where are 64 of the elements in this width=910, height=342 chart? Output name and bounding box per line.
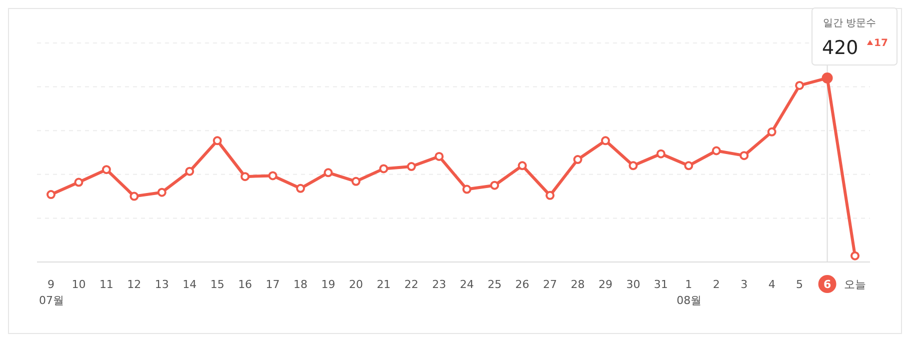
point bbox=[46, 190, 56, 200]
x-tick-label: 3 bbox=[740, 278, 748, 291]
x-tick-label: 23 bbox=[432, 278, 446, 291]
x-tick-label: 28 bbox=[570, 278, 585, 291]
point bbox=[462, 184, 472, 194]
point bbox=[600, 136, 610, 146]
point bbox=[74, 178, 84, 187]
point bbox=[490, 180, 500, 190]
x-tick-label: 30 bbox=[626, 278, 640, 291]
x-tick-label: 31 bbox=[654, 278, 668, 291]
point bbox=[850, 251, 860, 260]
x-tick-label: 24 bbox=[460, 278, 474, 291]
x-tick-label: 21 bbox=[376, 278, 391, 291]
point bbox=[102, 165, 111, 174]
x-tick-label: 5 bbox=[796, 278, 804, 291]
x-tick-label: 17 bbox=[266, 278, 280, 291]
point bbox=[573, 155, 582, 164]
x-tick-label: 14 bbox=[182, 278, 197, 291]
x-tick-label: 16 bbox=[238, 278, 252, 291]
x-tick-label: 10 bbox=[72, 278, 86, 291]
point bbox=[324, 168, 333, 178]
point bbox=[296, 184, 306, 193]
point bbox=[406, 162, 416, 172]
x-tick-label: 12 bbox=[127, 278, 142, 291]
point bbox=[130, 192, 139, 201]
x-tick-label: 18 bbox=[294, 278, 308, 291]
x-tick-label: 6 bbox=[823, 278, 832, 291]
x-tick-label: 25 bbox=[488, 278, 502, 291]
point bbox=[628, 161, 638, 170]
x-tick-label: 11 bbox=[99, 278, 114, 291]
x-tick-label: 27 bbox=[543, 278, 558, 291]
text: 07월 bbox=[39, 294, 64, 307]
x-tick-label: 오늘 bbox=[844, 278, 866, 291]
point bbox=[656, 149, 666, 158]
x-tick-label: 4 bbox=[768, 278, 776, 291]
x-tick-label: 22 bbox=[404, 278, 418, 291]
point bbox=[212, 136, 222, 146]
x-tick-label: 2 bbox=[712, 278, 720, 291]
point bbox=[185, 166, 194, 176]
x-tick-label: 13 bbox=[154, 278, 169, 291]
text: 17 bbox=[874, 38, 888, 49]
text: 일간 방문수 bbox=[823, 18, 876, 29]
point bbox=[351, 176, 360, 186]
x-tick-label: 19 bbox=[321, 278, 336, 291]
x-tick-label: 15 bbox=[210, 278, 224, 291]
point bbox=[767, 127, 776, 136]
point bbox=[518, 161, 527, 170]
text: 08월 bbox=[676, 294, 702, 307]
point bbox=[712, 146, 721, 156]
point bbox=[546, 190, 555, 200]
x-tick-label: 9 bbox=[48, 278, 54, 291]
x-tick-label: 20 bbox=[348, 278, 363, 291]
x-tick-label: 1 bbox=[685, 278, 692, 291]
point bbox=[684, 161, 694, 170]
x-tick-label: 26 bbox=[515, 278, 530, 291]
point bbox=[268, 171, 278, 180]
point bbox=[379, 164, 388, 174]
point bbox=[740, 151, 749, 160]
x-tick-label: 29 bbox=[598, 278, 612, 291]
point bbox=[157, 188, 166, 197]
point bbox=[240, 172, 250, 182]
point bbox=[795, 80, 804, 90]
point bbox=[434, 152, 444, 161]
data-label: 420 bbox=[822, 37, 858, 59]
